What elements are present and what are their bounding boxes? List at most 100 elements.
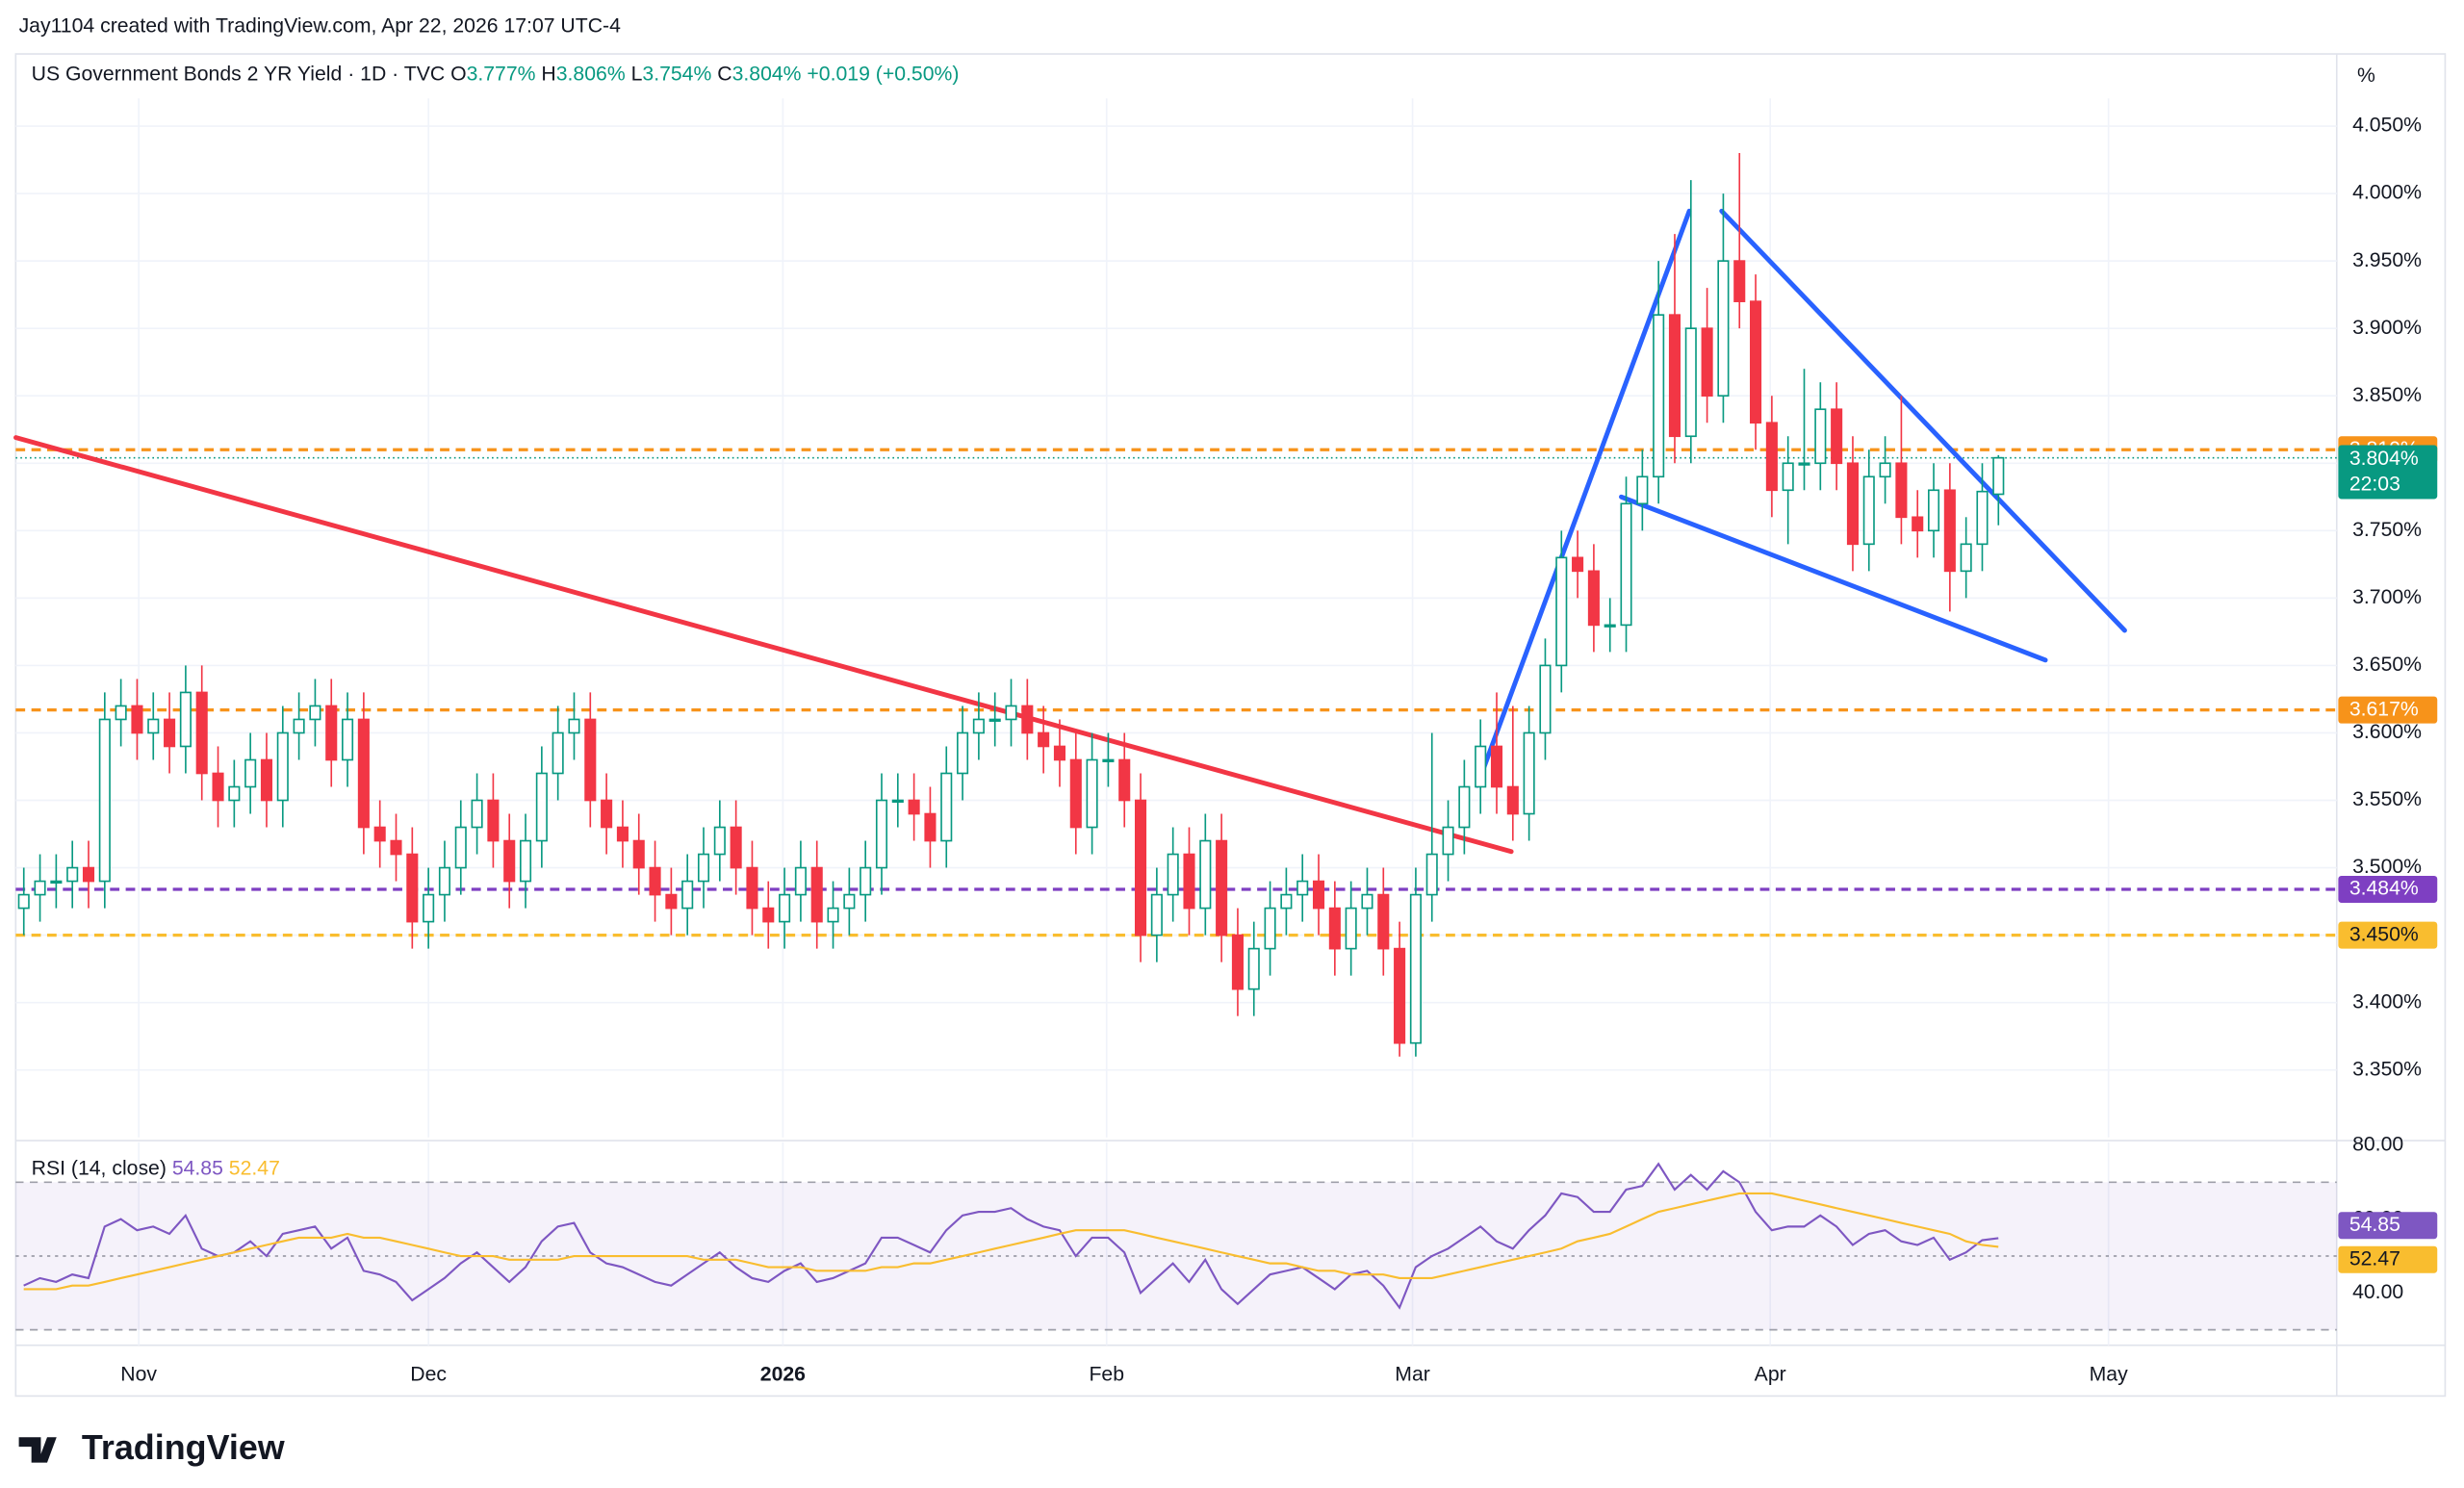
y-tick-label: 3.900% xyxy=(2352,316,2422,339)
candle-body xyxy=(66,866,79,883)
level-label: 3.617% xyxy=(2349,697,2419,720)
candle-body xyxy=(875,799,888,869)
candle-body xyxy=(1684,327,1697,438)
unit-label: % xyxy=(2357,64,2375,87)
candle-body xyxy=(1604,624,1616,628)
last-price-box xyxy=(2338,445,2438,500)
candle-body xyxy=(1831,408,1843,465)
candle-body xyxy=(1345,907,1357,950)
candle-body xyxy=(713,826,726,856)
candle-body xyxy=(697,853,710,883)
candle-body xyxy=(17,893,30,910)
c-label: C xyxy=(717,62,732,85)
candle-body xyxy=(908,799,920,815)
candle-body xyxy=(147,718,160,734)
x-tick-label: Apr xyxy=(1755,1363,1786,1386)
candle-body xyxy=(1102,758,1115,762)
candle-body xyxy=(487,799,500,842)
candle-body xyxy=(1328,907,1341,950)
x-tick-label: 2026 xyxy=(760,1363,806,1386)
x-tick-label: May xyxy=(2090,1363,2128,1386)
candle-body xyxy=(1960,543,1972,573)
level-label-box xyxy=(2338,696,2438,724)
candle-body xyxy=(957,731,969,775)
candle-body xyxy=(1539,664,1552,734)
candle-body xyxy=(1135,799,1147,936)
l-label: L xyxy=(631,62,643,85)
rsi-legend: RSI (14, close) 54.85 52.47 xyxy=(32,1156,280,1179)
logo-text: TradingView xyxy=(82,1427,286,1467)
candle-body xyxy=(1733,260,1746,302)
candle-body xyxy=(98,718,111,883)
y-tick-label: 3.950% xyxy=(2352,248,2422,271)
candle-body xyxy=(1506,785,1519,815)
candle-body xyxy=(228,785,241,802)
candle-body xyxy=(260,758,273,802)
candle-body xyxy=(373,826,386,842)
rsi-line xyxy=(23,1192,1999,1291)
candle-body xyxy=(891,799,904,803)
candle-body xyxy=(1895,462,1908,519)
change: +0.019 (+0.50%) xyxy=(807,62,959,85)
candle-body xyxy=(244,758,257,788)
candle-body xyxy=(1296,880,1309,896)
candle-body xyxy=(794,866,807,896)
y-tick-label: 3.750% xyxy=(2352,518,2422,541)
y-tick-label: 3.350% xyxy=(2352,1057,2422,1080)
last-price-label: 3.804% xyxy=(2349,447,2419,470)
symbol: US Government Bonds 2 YR Yield · 1D · TV… xyxy=(32,62,446,85)
y-tick-label: 3.650% xyxy=(2352,653,2422,676)
candle-body xyxy=(746,866,758,910)
candle-body xyxy=(1490,745,1503,788)
o-label: O xyxy=(450,62,466,85)
x-tick-label: Feb xyxy=(1089,1363,1124,1386)
candle-body xyxy=(972,718,985,734)
y-tick-label: 3.600% xyxy=(2352,720,2422,743)
level-label: 3.450% xyxy=(2349,922,2419,945)
rsi-value-label-box xyxy=(2338,1245,2438,1273)
candle-body xyxy=(438,866,450,896)
y-tick-label: 3.700% xyxy=(2352,585,2422,608)
candle-body xyxy=(390,839,402,856)
level-label-box xyxy=(2338,875,2438,903)
candle-body xyxy=(1475,745,1487,788)
candle-body xyxy=(601,799,613,829)
rsi-value-label: 54.85 xyxy=(2349,1213,2400,1236)
rsi-title: RSI (14, close) xyxy=(32,1156,167,1179)
credit: Jay1104 created with TradingView.com, Ap… xyxy=(19,14,621,38)
candle-body xyxy=(1409,893,1422,1044)
candle-body xyxy=(34,880,46,896)
candle-body xyxy=(1118,758,1131,802)
candle-body xyxy=(276,731,289,802)
candle-body xyxy=(762,907,775,923)
candle-body xyxy=(1523,731,1535,815)
candle-body xyxy=(325,705,338,761)
candle-body xyxy=(1280,893,1293,910)
candle-body xyxy=(843,893,856,910)
candle-body xyxy=(1992,456,2005,496)
candle-body xyxy=(730,826,742,869)
level-label-box xyxy=(2338,921,2438,949)
trendline xyxy=(1719,208,2127,633)
candle-body xyxy=(584,718,597,802)
candle-body xyxy=(115,705,127,721)
l-value: 3.754% xyxy=(642,62,711,85)
candle-body xyxy=(1264,907,1276,950)
candle-body xyxy=(1701,327,1713,398)
candle-body xyxy=(1183,853,1195,910)
candle-body xyxy=(1053,745,1066,761)
rsi-tick-label: 80.00 xyxy=(2352,1133,2403,1156)
candle-body xyxy=(1814,408,1827,465)
candle-body xyxy=(1150,893,1163,936)
rsi-ma-value: 52.47 xyxy=(229,1156,280,1179)
candle-body xyxy=(50,880,63,885)
candle-body xyxy=(681,880,694,910)
candle-body xyxy=(164,718,176,748)
candle-body xyxy=(1846,462,1859,546)
y-tick-label: 4.000% xyxy=(2352,181,2422,204)
candle-body xyxy=(552,731,564,775)
candle-body xyxy=(1199,839,1212,910)
candle-body xyxy=(406,853,419,923)
y-tick-label: 3.850% xyxy=(2352,383,2422,406)
